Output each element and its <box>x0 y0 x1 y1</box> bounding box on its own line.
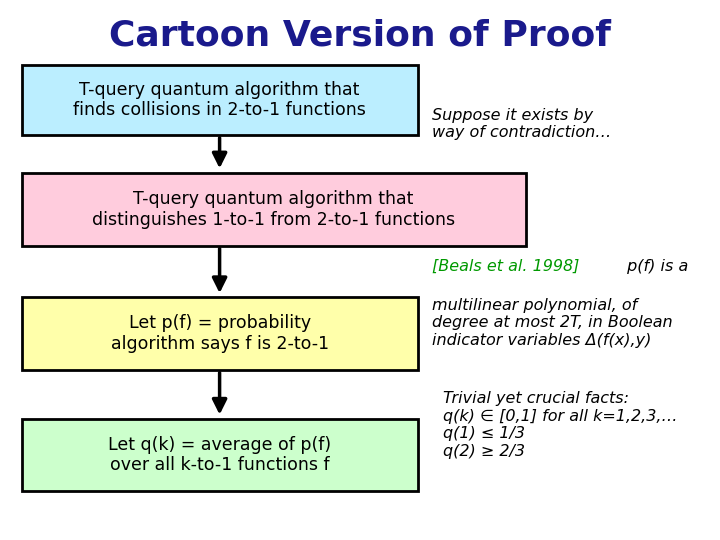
FancyBboxPatch shape <box>22 418 418 491</box>
Text: multilinear polynomial, of
degree at most 2T, in Boolean
indicator variables Δ(f: multilinear polynomial, of degree at mos… <box>432 298 672 348</box>
FancyBboxPatch shape <box>22 173 526 246</box>
Text: Let q(k) = average of p(f)
over all k-to-1 functions f: Let q(k) = average of p(f) over all k-to… <box>108 436 331 474</box>
Text: p(f) is a: p(f) is a <box>622 259 688 274</box>
Text: [Beals et al. 1998]: [Beals et al. 1998] <box>432 259 580 274</box>
Text: Cartoon Version of Proof: Cartoon Version of Proof <box>109 18 611 52</box>
Text: Suppose it exists by
way of contradiction…: Suppose it exists by way of contradictio… <box>432 108 611 140</box>
FancyBboxPatch shape <box>22 297 418 370</box>
Text: Let p(f) = probability
algorithm says f is 2-to-1: Let p(f) = probability algorithm says f … <box>111 314 328 353</box>
FancyBboxPatch shape <box>22 65 418 135</box>
Text: T-query quantum algorithm that
finds collisions in 2-to-1 functions: T-query quantum algorithm that finds col… <box>73 80 366 119</box>
Text: Trivial yet crucial facts:
q(k) ∈ [0,1] for all k=1,2,3,…
q(1) ≤ 1/3
q(2) ≥ 2/3: Trivial yet crucial facts: q(k) ∈ [0,1] … <box>443 392 678 458</box>
Text: T-query quantum algorithm that
distinguishes 1-to-1 from 2-to-1 functions: T-query quantum algorithm that distingui… <box>92 190 455 228</box>
